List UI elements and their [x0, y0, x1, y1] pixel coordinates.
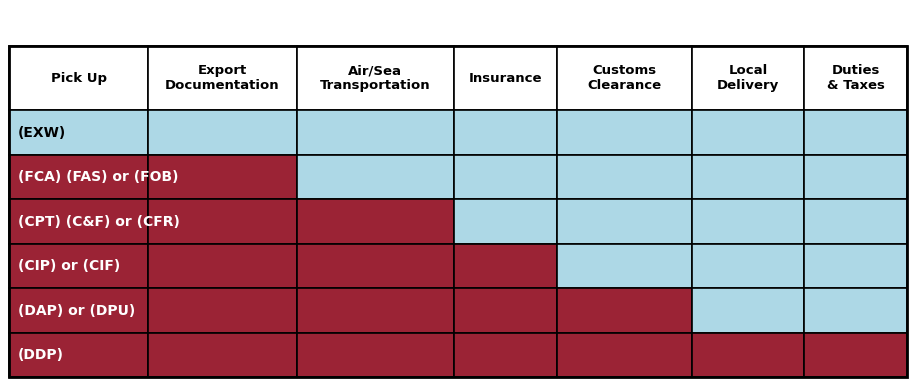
FancyBboxPatch shape	[148, 46, 296, 110]
FancyBboxPatch shape	[557, 333, 691, 377]
FancyBboxPatch shape	[296, 110, 454, 155]
FancyBboxPatch shape	[557, 46, 691, 110]
FancyBboxPatch shape	[804, 199, 906, 244]
FancyBboxPatch shape	[296, 288, 454, 333]
Text: (FCA) (FAS) or (FOB): (FCA) (FAS) or (FOB)	[18, 170, 179, 184]
FancyBboxPatch shape	[691, 333, 804, 377]
FancyBboxPatch shape	[9, 110, 148, 155]
FancyBboxPatch shape	[148, 244, 296, 288]
FancyBboxPatch shape	[9, 46, 148, 110]
FancyBboxPatch shape	[296, 199, 454, 244]
Text: Export
Documentation: Export Documentation	[165, 64, 280, 92]
Text: (CPT) (C&F) or (CFR): (CPT) (C&F) or (CFR)	[18, 214, 179, 229]
FancyBboxPatch shape	[9, 244, 148, 288]
FancyBboxPatch shape	[691, 110, 804, 155]
FancyBboxPatch shape	[557, 288, 691, 333]
Text: Air/Sea
Transportation: Air/Sea Transportation	[320, 64, 430, 92]
FancyBboxPatch shape	[804, 244, 906, 288]
Text: (CIP) or (CIF): (CIP) or (CIF)	[18, 259, 120, 273]
Text: (DAP) or (DPU): (DAP) or (DPU)	[18, 303, 136, 318]
FancyBboxPatch shape	[454, 110, 557, 155]
FancyBboxPatch shape	[148, 288, 296, 333]
FancyBboxPatch shape	[148, 110, 296, 155]
FancyBboxPatch shape	[454, 46, 557, 110]
FancyBboxPatch shape	[296, 333, 454, 377]
Text: Local
Delivery: Local Delivery	[716, 64, 778, 92]
FancyBboxPatch shape	[804, 46, 906, 110]
FancyBboxPatch shape	[691, 155, 804, 199]
FancyBboxPatch shape	[691, 244, 804, 288]
Text: Customs
Clearance: Customs Clearance	[587, 64, 660, 92]
FancyBboxPatch shape	[296, 46, 454, 110]
FancyBboxPatch shape	[804, 155, 906, 199]
FancyBboxPatch shape	[148, 199, 296, 244]
FancyBboxPatch shape	[557, 155, 691, 199]
FancyBboxPatch shape	[557, 110, 691, 155]
FancyBboxPatch shape	[557, 244, 691, 288]
FancyBboxPatch shape	[804, 110, 906, 155]
Text: Duties
& Taxes: Duties & Taxes	[826, 64, 884, 92]
FancyBboxPatch shape	[454, 288, 557, 333]
FancyBboxPatch shape	[296, 155, 454, 199]
Text: (EXW): (EXW)	[18, 125, 67, 140]
FancyBboxPatch shape	[691, 199, 804, 244]
FancyBboxPatch shape	[804, 333, 906, 377]
FancyBboxPatch shape	[454, 333, 557, 377]
FancyBboxPatch shape	[9, 288, 148, 333]
FancyBboxPatch shape	[557, 199, 691, 244]
Text: (DDP): (DDP)	[18, 348, 64, 362]
FancyBboxPatch shape	[296, 244, 454, 288]
FancyBboxPatch shape	[148, 155, 296, 199]
FancyBboxPatch shape	[454, 199, 557, 244]
FancyBboxPatch shape	[148, 333, 296, 377]
FancyBboxPatch shape	[691, 46, 804, 110]
FancyBboxPatch shape	[454, 244, 557, 288]
FancyBboxPatch shape	[9, 333, 148, 377]
Text: Pick Up: Pick Up	[51, 72, 107, 85]
FancyBboxPatch shape	[691, 288, 804, 333]
Text: Insurance: Insurance	[468, 72, 542, 85]
FancyBboxPatch shape	[9, 155, 148, 199]
FancyBboxPatch shape	[9, 199, 148, 244]
FancyBboxPatch shape	[804, 288, 906, 333]
FancyBboxPatch shape	[454, 155, 557, 199]
